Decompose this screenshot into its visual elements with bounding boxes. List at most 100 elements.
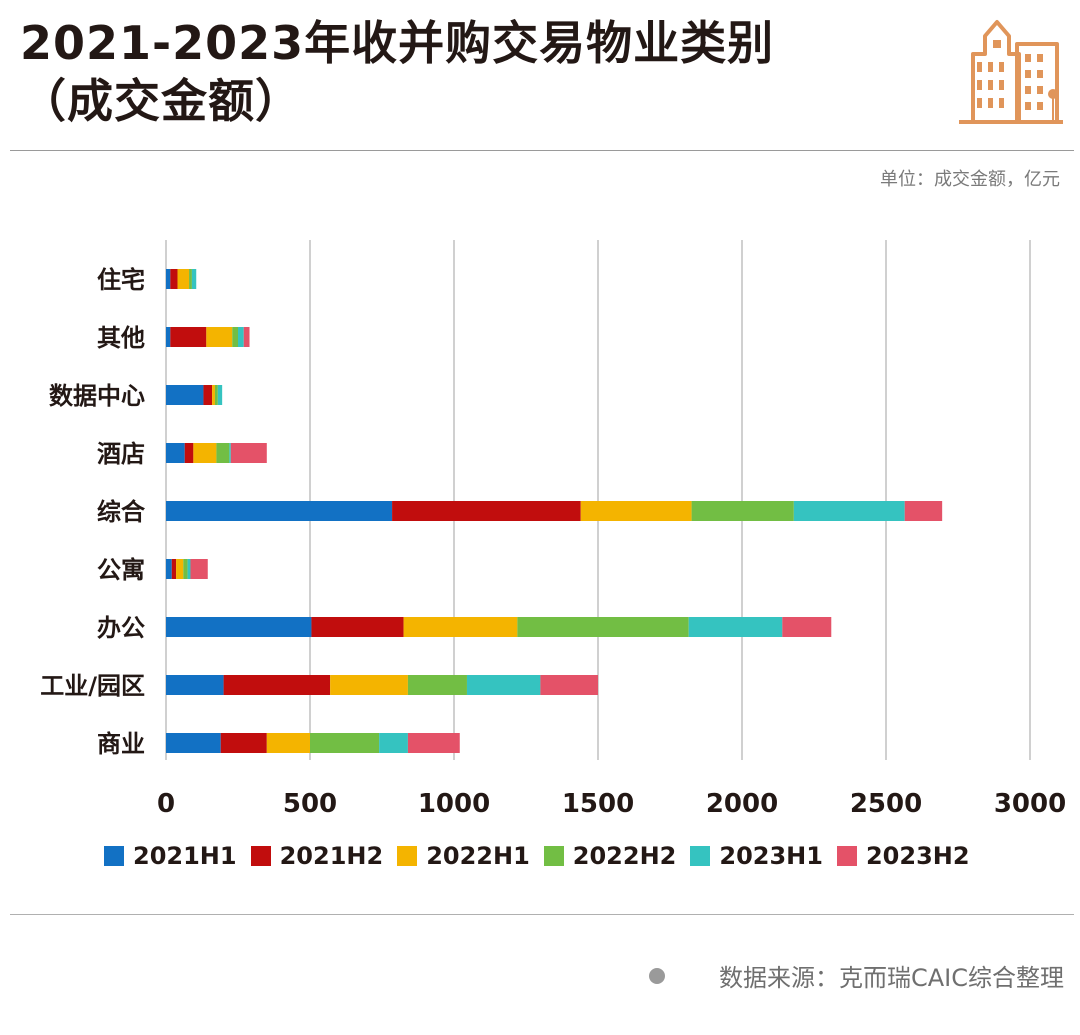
- bar-segment: [311, 617, 404, 637]
- legend-swatch: [543, 846, 564, 866]
- bar-segment: [166, 501, 393, 521]
- dot-icon: [648, 967, 665, 984]
- x-tick-label: 3000: [994, 789, 1066, 819]
- bar-segment: [793, 501, 905, 521]
- bar-segment: [193, 443, 217, 463]
- x-tick-label: 1000: [418, 789, 490, 819]
- bar-segment: [407, 675, 467, 695]
- legend-item: 2021H1: [104, 842, 237, 870]
- category-label: 公寓: [97, 556, 145, 584]
- category-label: 工业/园区: [40, 672, 145, 700]
- bar-segment: [229, 443, 231, 463]
- bar-segment: [170, 327, 207, 347]
- bar-segment: [170, 269, 178, 289]
- x-tick-label: 2500: [850, 789, 922, 819]
- bar-segment: [166, 269, 171, 289]
- category-label: 商业: [97, 730, 145, 758]
- legend: 2021H1 2021H2 2022H1 2022H2 2023H1 2023H2: [104, 842, 984, 870]
- bar-segment: [166, 675, 224, 695]
- legend-swatch: [397, 846, 418, 866]
- legend-label: 2022H1: [426, 842, 530, 870]
- category-label: 其他: [97, 324, 145, 352]
- category-label: 酒店: [97, 440, 145, 468]
- bar-segment: [212, 385, 215, 405]
- bar-segment: [166, 559, 172, 579]
- category-label: 数据中心: [49, 382, 145, 410]
- buildings-icon: [959, 20, 1063, 124]
- bar-segment: [217, 385, 223, 405]
- source-note: 数据来源：克而瑞CAIC综合整理: [648, 958, 1064, 993]
- bar-segment: [580, 501, 692, 521]
- bar-segment: [177, 269, 190, 289]
- bar-segment: [166, 385, 204, 405]
- legend-label: 2023H1: [719, 842, 823, 870]
- category-label: 综合: [97, 498, 146, 526]
- bar-segment: [238, 327, 244, 347]
- legend-swatch: [104, 846, 124, 866]
- bar-segment: [166, 327, 171, 347]
- bar-segment: [183, 559, 188, 579]
- bar-segment: [691, 501, 794, 521]
- bar-segment: [220, 733, 267, 753]
- legend-label: 2022H2: [572, 842, 677, 870]
- legend-item: 2023H2: [836, 842, 970, 870]
- bars: [166, 269, 943, 753]
- category-label: 住宅: [97, 266, 145, 294]
- bar-segment: [379, 733, 408, 753]
- footer-divider: [10, 914, 1074, 915]
- bar-segment: [782, 617, 832, 637]
- x-tick-label: 500: [283, 789, 337, 819]
- bar-segment: [243, 327, 250, 347]
- bar-segment: [223, 675, 331, 695]
- bar-segment: [166, 733, 221, 753]
- title-line-1: 2021-2023年收并购交易物业类别: [20, 16, 775, 70]
- bar-segment: [206, 327, 233, 347]
- bar-segment: [392, 501, 581, 521]
- legend-swatch: [836, 846, 857, 866]
- bar-segment: [466, 675, 541, 695]
- legend-item: 2022H1: [397, 842, 530, 870]
- bar-segment: [214, 385, 218, 405]
- bar-segment: [191, 269, 197, 289]
- x-tick-label: 2000: [706, 789, 778, 819]
- bar-segment: [166, 617, 312, 637]
- bar-segment: [203, 385, 213, 405]
- header-divider: [10, 150, 1074, 151]
- legend-swatch: [250, 846, 271, 866]
- legend-item: 2023H1: [690, 842, 823, 870]
- legend-label: 2021H2: [279, 842, 384, 870]
- legend-label: 2021H1: [133, 842, 237, 870]
- bar-segment: [171, 559, 177, 579]
- legend-label: 2023H2: [865, 842, 970, 870]
- category-label: 办公: [97, 614, 145, 642]
- bar-segment: [266, 733, 310, 753]
- bar-segment: [230, 443, 267, 463]
- bar-segment: [190, 559, 208, 579]
- title-line-2: （成交金额）: [20, 74, 302, 128]
- bar-segment: [216, 443, 230, 463]
- bar-segment: [166, 443, 185, 463]
- bar-segment: [407, 733, 460, 753]
- source-text: 数据来源：克而瑞CAIC综合整理: [718, 964, 1064, 992]
- legend-swatch: [690, 846, 711, 866]
- bar-segment: [403, 617, 518, 637]
- bar-segment: [184, 443, 194, 463]
- bar-segment: [232, 327, 238, 347]
- unit-label: 单位：成交金额，亿元: [880, 169, 1060, 190]
- gridlines: [165, 240, 1031, 760]
- bar-segment: [330, 675, 408, 695]
- bar-segment: [688, 617, 783, 637]
- x-tick-label: 0: [157, 789, 175, 819]
- bar-segment: [187, 559, 191, 579]
- legend-item: 2021H2: [250, 842, 384, 870]
- bar-segment: [540, 675, 598, 695]
- bar-segment: [517, 617, 689, 637]
- legend-item: 2022H2: [543, 842, 677, 870]
- bar-segment: [176, 559, 184, 579]
- chart-title: 2021-2023年收并购交易物业类别 （成交金额）: [20, 14, 920, 130]
- bar-segment: [189, 269, 192, 289]
- bar-segment: [310, 733, 380, 753]
- bar-segment: [904, 501, 943, 521]
